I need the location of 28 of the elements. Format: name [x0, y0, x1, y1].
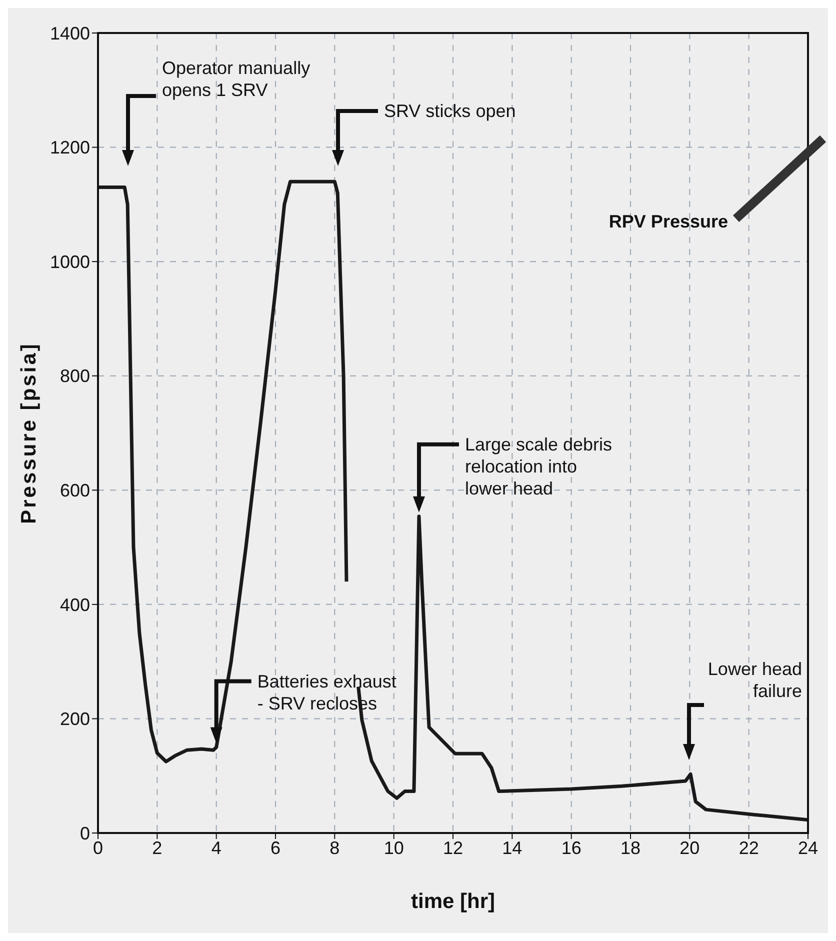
y-tick-label: 200	[60, 709, 90, 730]
y-tick-label: 400	[60, 594, 90, 615]
x-tick-label: 12	[442, 838, 464, 858]
x-tick-label: 10	[384, 838, 404, 858]
annotation: Operator manually opens 1 SRV	[162, 58, 310, 100]
x-tick-label: 18	[620, 838, 641, 858]
x-tick-label: 6	[270, 838, 281, 858]
annotation: Lower head failure	[708, 659, 802, 701]
x-tick-label: 8	[330, 838, 340, 858]
x-tick-label: 0	[92, 838, 104, 858]
y-tick-label: 1400	[50, 23, 90, 44]
annotation: Large scale debris relocation into lower head	[464, 434, 612, 498]
x-tick-label: 22	[738, 838, 759, 858]
x-axis-title: time [hr]	[411, 890, 495, 913]
x-tick-label: 2	[152, 838, 162, 858]
y-tick-label: 0	[80, 823, 90, 844]
x-tick-label: 24	[798, 838, 818, 858]
y-tick-label: 1000	[50, 252, 90, 272]
x-tick-label: 16	[561, 838, 582, 858]
y-axis-title: Pressure [psia]	[17, 342, 40, 524]
x-tick-label: 14	[502, 838, 522, 858]
y-tick-label: 1200	[50, 138, 90, 158]
y-tick-label: 600	[60, 480, 90, 501]
annotation: SRV sticks open	[384, 101, 516, 121]
x-tick-label: 4	[211, 838, 222, 858]
text: RPV Pressure	[608, 211, 728, 232]
x-tick-label: 20	[680, 838, 700, 858]
y-tick-label: 800	[60, 366, 90, 386]
